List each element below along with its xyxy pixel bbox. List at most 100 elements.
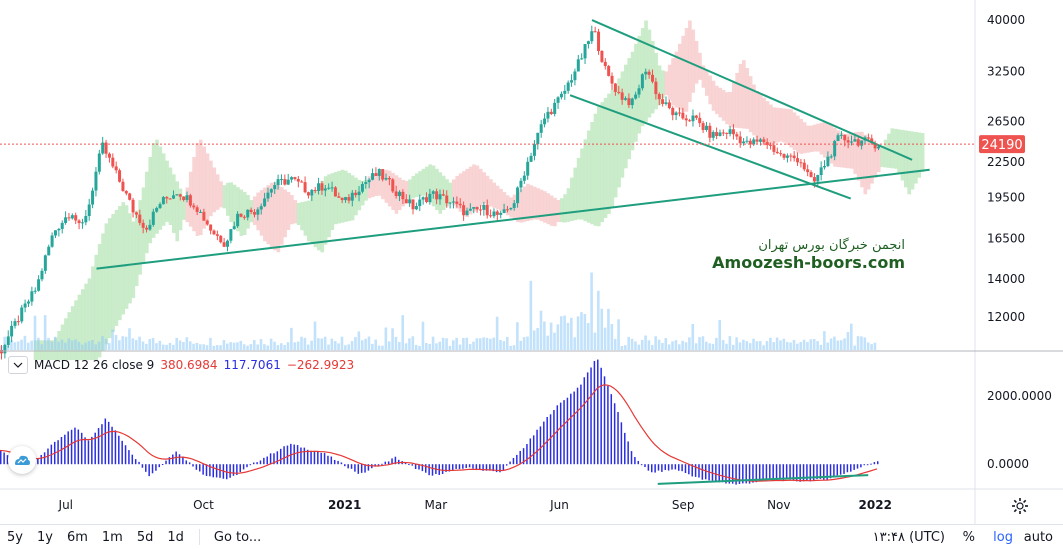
- cloud-segment: [276, 184, 281, 253]
- volume-bar: [742, 339, 745, 350]
- volume-bar: [367, 336, 371, 350]
- range-1y-button[interactable]: 1y: [36, 529, 53, 545]
- macd-bar: [303, 447, 306, 465]
- candle: [401, 189, 405, 205]
- cloud-segment: [418, 171, 422, 196]
- macd-bar: [742, 464, 744, 484]
- candle: [445, 190, 449, 208]
- candle: [482, 201, 486, 216]
- macd-bar: [67, 431, 69, 465]
- tradingview-logo-icon[interactable]: [8, 446, 36, 474]
- candle: [455, 196, 459, 208]
- macd-trendline[interactable]: [657, 474, 869, 485]
- macd-bar: [273, 453, 275, 465]
- cloud-segment: [563, 194, 567, 223]
- macd-bar: [492, 464, 494, 472]
- volume-bar: [590, 272, 593, 350]
- go-to-button[interactable]: Go to...: [213, 529, 262, 545]
- macd-bar: [408, 464, 410, 466]
- log-scale-button[interactable]: log: [993, 529, 1013, 545]
- auto-scale-button[interactable]: auto: [1023, 529, 1053, 545]
- candle: [752, 137, 756, 146]
- cloud-segment: [758, 94, 763, 142]
- volume-bar: [131, 338, 135, 350]
- settings-gear-icon[interactable]: [1011, 497, 1029, 515]
- candle: [664, 96, 668, 106]
- candle: [276, 174, 280, 190]
- range-5y-button[interactable]: 5y: [7, 529, 23, 545]
- chart-canvas[interactable]: 24190 40000 32500 26500 22500 19500 16500 14000…: [0, 0, 1063, 524]
- macd-bar: [381, 463, 383, 465]
- trendline[interactable]: [96, 168, 930, 270]
- candle: [107, 152, 111, 163]
- candle: [354, 189, 358, 198]
- axes: 24190 40000 32500 26500 22500 19500 16500 14000…: [0, 0, 1063, 524]
- percent-scale-button[interactable]: %: [962, 529, 975, 545]
- candle: [667, 99, 671, 110]
- range-5d-button[interactable]: 5d: [136, 529, 154, 545]
- candle: [387, 176, 391, 186]
- macd-bar: [111, 426, 113, 465]
- candle: [671, 106, 675, 121]
- macd-bar: [799, 464, 801, 482]
- macd-bar: [792, 464, 795, 481]
- candle: [145, 225, 149, 233]
- candle: [745, 136, 749, 144]
- macd-bar: [404, 462, 407, 465]
- macd-bar: [495, 464, 498, 473]
- macd-bar: [445, 464, 447, 472]
- volume-bar: [586, 323, 590, 350]
- cloud-segment: [47, 340, 51, 361]
- macd-tick-label: 0.0000: [987, 457, 1029, 471]
- volume-bar: [199, 344, 202, 350]
- current-price-label: 24190: [981, 138, 1022, 153]
- candle: [603, 58, 607, 70]
- volume-bar: [101, 336, 104, 350]
- candle: [806, 164, 810, 177]
- macd-histogram: [0, 359, 879, 485]
- price-tick-label: 40000: [987, 13, 1025, 27]
- cloud-segment: [597, 106, 601, 227]
- cloud-segment: [549, 195, 554, 226]
- volume-bar: [556, 324, 560, 350]
- candle: [624, 96, 628, 101]
- cloud-segment: [600, 102, 605, 223]
- candle: [161, 195, 165, 205]
- candle: [300, 179, 304, 183]
- macd-bar: [367, 464, 370, 471]
- macd-bar: [526, 444, 528, 465]
- cloud-segment: [263, 187, 267, 242]
- volume-bar: [509, 345, 512, 350]
- volume-bar: [870, 344, 873, 350]
- collapse-icon[interactable]: [8, 356, 28, 374]
- macd-bar: [313, 450, 316, 465]
- volume-bar: [327, 344, 330, 350]
- trendline[interactable]: [569, 94, 852, 200]
- cloud-segment: [145, 171, 149, 254]
- candle: [556, 96, 560, 109]
- volume-bar: [677, 344, 681, 350]
- volume-bar: [566, 322, 570, 350]
- volume-bar: [866, 342, 870, 350]
- macd-bar: [286, 445, 289, 465]
- volume-bar: [505, 336, 509, 350]
- cloud-segment: [448, 182, 453, 203]
- macd-bar: [246, 464, 248, 468]
- volume-bar: [306, 344, 310, 350]
- trendline[interactable]: [591, 19, 913, 161]
- time-zone-label[interactable]: ۱۳:۴۸ (UTC): [872, 529, 945, 545]
- macd-bar: [269, 453, 272, 465]
- range-1d-button[interactable]: 1d: [167, 529, 184, 545]
- macd-bar: [499, 464, 501, 473]
- candle: [735, 131, 739, 140]
- candle: [293, 176, 297, 181]
- cloud-segment: [222, 185, 227, 209]
- candle: [374, 167, 378, 176]
- candle: [330, 181, 334, 192]
- range-6m-button[interactable]: 6m: [66, 529, 88, 545]
- candle: [158, 202, 162, 210]
- volume-bar: [516, 322, 519, 350]
- range-1m-button[interactable]: 1m: [101, 529, 123, 545]
- cloud-segment: [205, 153, 210, 223]
- cloud-segment: [873, 143, 878, 178]
